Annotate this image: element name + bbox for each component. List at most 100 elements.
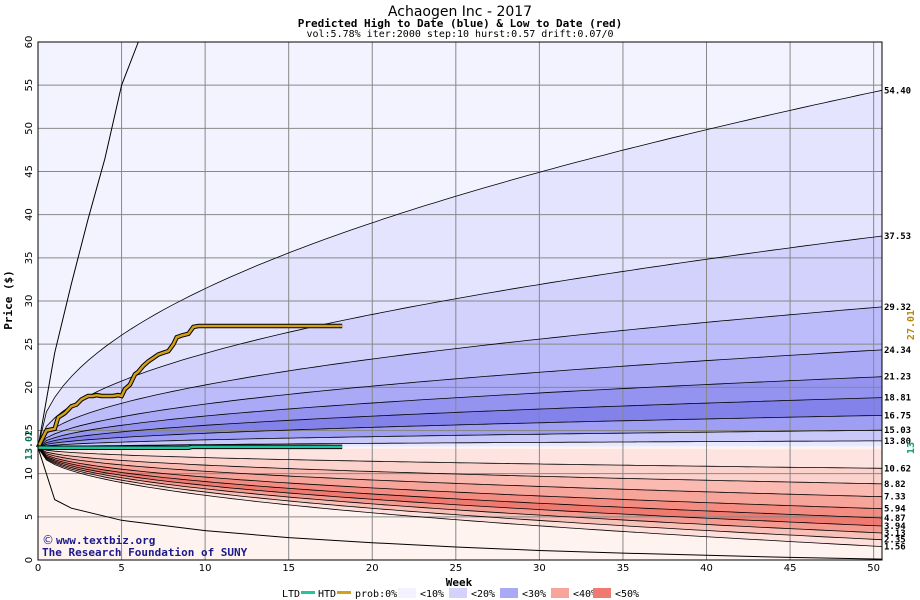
y-tick-45: 45 [24, 165, 35, 178]
high-contour-1 [37, 89, 883, 448]
x-tick-50: 50 [867, 563, 880, 574]
y-tick-5: 5 [24, 514, 35, 520]
x-tick-25: 25 [449, 563, 462, 574]
low-contour-9 [37, 447, 883, 547]
x-tick-5: 5 [118, 563, 124, 574]
probability-bands [38, 42, 882, 560]
legend-40-label: <40% [573, 589, 597, 600]
high-contour-7 [37, 415, 883, 448]
y-axis-label: Price ($) [2, 270, 15, 330]
high-level-label-9: 13.80 [884, 437, 911, 447]
y-tick-10: 10 [24, 467, 35, 480]
legend-ltd-label: LTD [282, 589, 300, 600]
legend-swatch-20 [449, 588, 467, 598]
high-level-label-6: 18.81 [884, 394, 911, 404]
high-contour-6 [37, 397, 883, 448]
band-high-7 [38, 415, 882, 448]
chart-title: Achaogen Inc - 2017 [388, 4, 532, 20]
start-price-label: 13.02 [24, 430, 35, 460]
x-axis-ticks: 0 5 10 15 20 25 30 35 40 45 50 [35, 563, 880, 574]
x-tick-40: 40 [700, 563, 713, 574]
y-tick-40: 40 [24, 208, 35, 221]
band-high-8 [38, 430, 882, 448]
high-level-label-1: 54.40 [884, 86, 911, 96]
x-tick-0: 0 [35, 563, 41, 574]
low-level-label-9: 1.56 [884, 543, 906, 553]
high-level-label-4: 24.34 [884, 346, 912, 356]
band-high-3 [38, 306, 882, 448]
band-low-2 [38, 447, 882, 484]
legend-10-label: <10% [420, 589, 444, 600]
y-tick-0: 0 [24, 557, 35, 563]
legend-prob-label: prob:0% [355, 589, 397, 600]
low-contour-1 [37, 447, 883, 469]
high-level-label-7: 16.75 [884, 411, 911, 421]
band-low-1 [38, 447, 882, 469]
high-contour-4 [37, 349, 883, 448]
low-contour-3 [37, 447, 883, 498]
band-low-4 [38, 447, 882, 509]
low-contour-2 [37, 447, 883, 485]
low-contour-4 [37, 447, 883, 510]
band-low-3 [38, 447, 882, 497]
x-tick-15: 15 [282, 563, 295, 574]
y-axis-ticks: 0 5 10 15 20 25 30 35 40 45 50 55 60 [24, 36, 35, 564]
band-low-6 [38, 447, 882, 526]
x-tick-30: 30 [533, 563, 546, 574]
low-level-label-8: 2.35 [884, 536, 906, 546]
legend-50-label: <50% [615, 589, 639, 600]
y-tick-60: 60 [24, 36, 35, 49]
high-contour-5 [37, 376, 883, 448]
x-tick-45: 45 [784, 563, 797, 574]
x-axis-label: Week [446, 576, 473, 589]
band-low-8 [38, 447, 882, 540]
x-tick-20: 20 [366, 563, 379, 574]
chart-subtitle: Predicted High to Date (blue) & Low to D… [298, 17, 623, 30]
low-level-label-1: 10.62 [884, 464, 911, 474]
copyright-icon: © [42, 533, 54, 547]
ltd-end-label: 13 [906, 442, 917, 454]
legend-30-label: <30% [522, 589, 546, 600]
y-tick-25: 25 [24, 338, 35, 351]
low-level-label-6: 3.94 [884, 522, 906, 532]
high-level-label-3: 29.32 [884, 303, 911, 313]
legend-swatch-30 [500, 588, 518, 598]
grid-lines [37, 41, 882, 561]
legend-htd-swatch [337, 591, 351, 594]
high-contour-2 [37, 235, 883, 448]
band-high-1 [38, 90, 882, 448]
low-level-label-4: 5.94 [884, 505, 906, 515]
high-level-label-2: 37.53 [884, 232, 911, 242]
high-level-label-8: 15.03 [884, 426, 911, 436]
high-contour-8 [37, 429, 883, 448]
band-high-2 [38, 236, 882, 448]
y-tick-30: 30 [24, 295, 35, 308]
plot-frame [37, 41, 883, 561]
level-contours [37, 89, 883, 547]
y-tick-15: 15 [24, 424, 35, 437]
outer-envelope [37, 41, 883, 560]
legend-htd-label: HTD [318, 589, 336, 600]
high-level-label-5: 21.23 [884, 373, 911, 383]
band-low-5 [38, 447, 882, 518]
legend-swatch-40 [551, 588, 569, 598]
low-contour-5 [37, 447, 883, 519]
legend-swatch-10 [398, 588, 416, 598]
high-contour-9 [37, 440, 882, 448]
price-series [35, 323, 343, 451]
band-high-6 [38, 397, 882, 448]
band-high-4 [38, 349, 882, 448]
y-tick-35: 35 [24, 251, 35, 264]
htd-end-label: 27.01 [906, 310, 917, 340]
y-tick-20: 20 [24, 381, 35, 394]
credit-site: www.textbiz.org [56, 534, 155, 547]
low-level-label-2: 8.82 [884, 480, 906, 490]
credit-org: The Research Foundation of SUNY [42, 546, 248, 559]
outer-low-line [37, 447, 883, 560]
x-tick-35: 35 [617, 563, 630, 574]
simulation-parameters: vol:5.78% iter:2000 step:10 hurst:0.57 d… [306, 29, 613, 40]
low-contour-8 [37, 447, 883, 541]
ltd-line [37, 445, 343, 450]
low-level-label-5: 4.87 [884, 514, 906, 524]
band-low-7 [38, 447, 882, 533]
